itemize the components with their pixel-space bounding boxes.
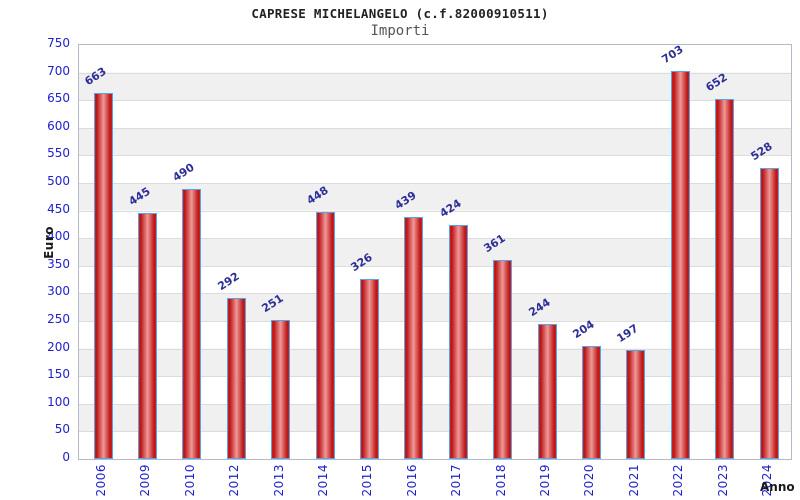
grid-line [79, 210, 791, 212]
grid-line [79, 265, 791, 267]
x-tick-label: 2015 [360, 464, 375, 497]
bar [581, 346, 601, 459]
y-tick-label: 700 [47, 63, 70, 78]
bar [137, 213, 157, 459]
x-tick-label: 2014 [316, 464, 330, 497]
bar-value-label: 361 [481, 231, 508, 255]
x-tick-label: 2016 [404, 464, 419, 497]
y-tick-label: 100 [47, 394, 70, 409]
bar-value-label: 424 [437, 196, 464, 221]
bar-value-label: 528 [747, 139, 775, 163]
chart-title: CAPRESE MICHELANGELO (c.f.82000910511) [251, 6, 549, 21]
bar [715, 99, 735, 459]
bar-value-label: 703 [659, 42, 686, 67]
grid-line [79, 293, 791, 295]
bar [182, 188, 202, 459]
bar [315, 211, 335, 459]
grid-line [79, 403, 791, 405]
y-tick-label: 50 [54, 422, 70, 437]
grid-line [79, 155, 791, 157]
x-tick-label: 2018 [493, 464, 508, 497]
grid-line [79, 321, 791, 322]
x-tick-label: 2017 [449, 464, 464, 497]
y-tick-label: 400 [47, 229, 70, 244]
bar [448, 224, 468, 459]
y-tick-label: 200 [47, 339, 70, 354]
bar-value-label: 439 [392, 188, 420, 212]
grid-line [79, 348, 791, 350]
bar-value-label: 652 [703, 70, 730, 95]
y-tick-label: 450 [47, 201, 70, 216]
bar [493, 259, 513, 459]
y-tick-label: 150 [47, 367, 70, 382]
y-tick-label: 750 [47, 36, 70, 50]
bar [537, 324, 557, 459]
grid-line [79, 376, 791, 378]
x-tick-label: 2013 [271, 464, 286, 497]
y-tick-label: 600 [47, 118, 70, 133]
bar [271, 320, 291, 459]
bar [759, 167, 779, 459]
y-tick-label: 0 [62, 450, 70, 464]
y-tick-label: 250 [47, 312, 70, 326]
bar-value-label: 197 [614, 321, 642, 346]
x-tick-label: 2019 [538, 464, 552, 497]
y-tick-label: 650 [47, 91, 70, 106]
x-tick-label: 2020 [582, 464, 597, 497]
x-tick-label: 2023 [715, 464, 730, 497]
x-tick-label: 2009 [138, 464, 153, 497]
x-tick-label: 2006 [94, 464, 108, 497]
x-tick-label: 2021 [626, 464, 641, 497]
bar [226, 297, 246, 459]
bar [626, 350, 646, 459]
x-tick-label: 2012 [227, 464, 242, 497]
bar-value-label: 445 [126, 185, 153, 209]
bar [359, 279, 379, 459]
chart-subtitle: Importi [370, 23, 430, 39]
bar-value-label: 448 [303, 183, 331, 207]
x-tick-label: 2010 [182, 464, 197, 497]
grid-line [79, 100, 791, 102]
grid-line [79, 72, 791, 74]
y-tick-label: 300 [47, 284, 70, 299]
bar [670, 70, 690, 459]
y-axis-title: Euro [42, 226, 56, 259]
bar-value-label: 292 [215, 269, 242, 293]
y-tick-label: 500 [47, 174, 70, 188]
x-axis-title: Anno [760, 480, 795, 494]
bar-value-label: 244 [525, 296, 553, 320]
chart-plot: 663 445 490 292 251 448 326 439 424 361 244 204 197 7… [78, 42, 792, 460]
bar-value-label: 251 [259, 292, 286, 316]
y-tick-label: 350 [47, 256, 70, 271]
grid-line [79, 183, 791, 184]
bar-value-label: 663 [81, 64, 109, 89]
y-tick-label: 550 [47, 146, 70, 161]
bar [93, 93, 113, 459]
bar [404, 216, 424, 459]
grid-line [79, 431, 791, 433]
bar-value-label: 490 [170, 160, 198, 184]
grid-line [79, 127, 791, 129]
grid-line [79, 238, 791, 240]
bar-value-label: 326 [348, 250, 375, 275]
x-tick-label: 2022 [671, 464, 686, 497]
